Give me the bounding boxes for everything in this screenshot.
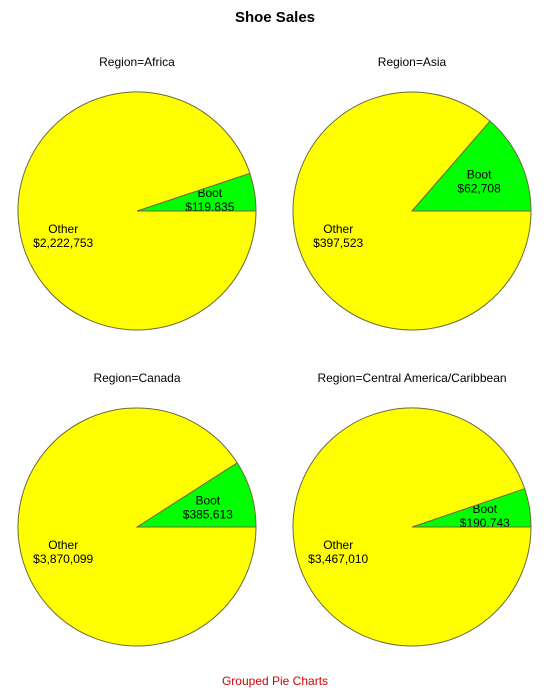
pie-region-canada: Region=Canada Boot $385,613 Other $3,870,099 <box>17 371 257 647</box>
pie-slice-boot <box>410 120 532 212</box>
slice-label-other: Other $397,523 <box>313 222 363 250</box>
pie-title: Region=Canada <box>93 371 180 385</box>
slice-label-other: Other $3,870,099 <box>33 538 93 566</box>
pie-slice-other <box>17 91 257 331</box>
slice-label-other: Other $3,467,010 <box>308 538 368 566</box>
slice-label-boot: Boot $385,613 <box>183 493 233 521</box>
pie-slice-other <box>292 91 532 331</box>
pie-region-asia: Region=Asia Boot $62,708 Other $397,523 <box>292 55 532 331</box>
slice-label-other: Other $2,222,753 <box>33 222 93 250</box>
pie-title: Region=Africa <box>99 55 175 69</box>
slice-label-boot: Boot $62,708 <box>457 167 501 195</box>
pie-slice-other <box>292 407 532 647</box>
footnote: Grouped Pie Charts <box>221 674 329 688</box>
pie-title: Region=Central America/Caribbean <box>317 371 506 385</box>
pie-slice-other <box>17 407 257 647</box>
chart-title: Shoe Sales <box>234 9 316 26</box>
pie-title: Region=Asia <box>378 55 447 69</box>
